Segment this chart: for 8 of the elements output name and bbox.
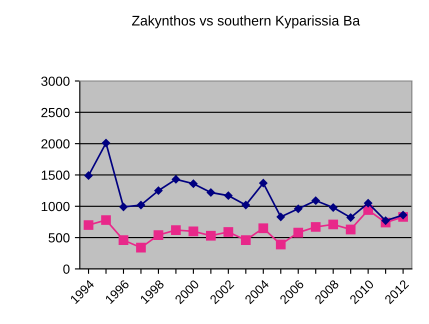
y-tick-label: 3000 bbox=[41, 76, 70, 86]
y-tick-label: 0 bbox=[63, 264, 70, 274]
chart-title: Zakynthos vs southern Kyparissia Ba bbox=[132, 15, 360, 28]
y-tick-label: 2000 bbox=[41, 139, 70, 149]
y-tick-label: 1500 bbox=[42, 170, 70, 180]
y-tick-label: 2500 bbox=[41, 108, 70, 118]
y-tick-label: 500 bbox=[48, 233, 70, 243]
y-tick-label: 1000 bbox=[42, 202, 70, 212]
